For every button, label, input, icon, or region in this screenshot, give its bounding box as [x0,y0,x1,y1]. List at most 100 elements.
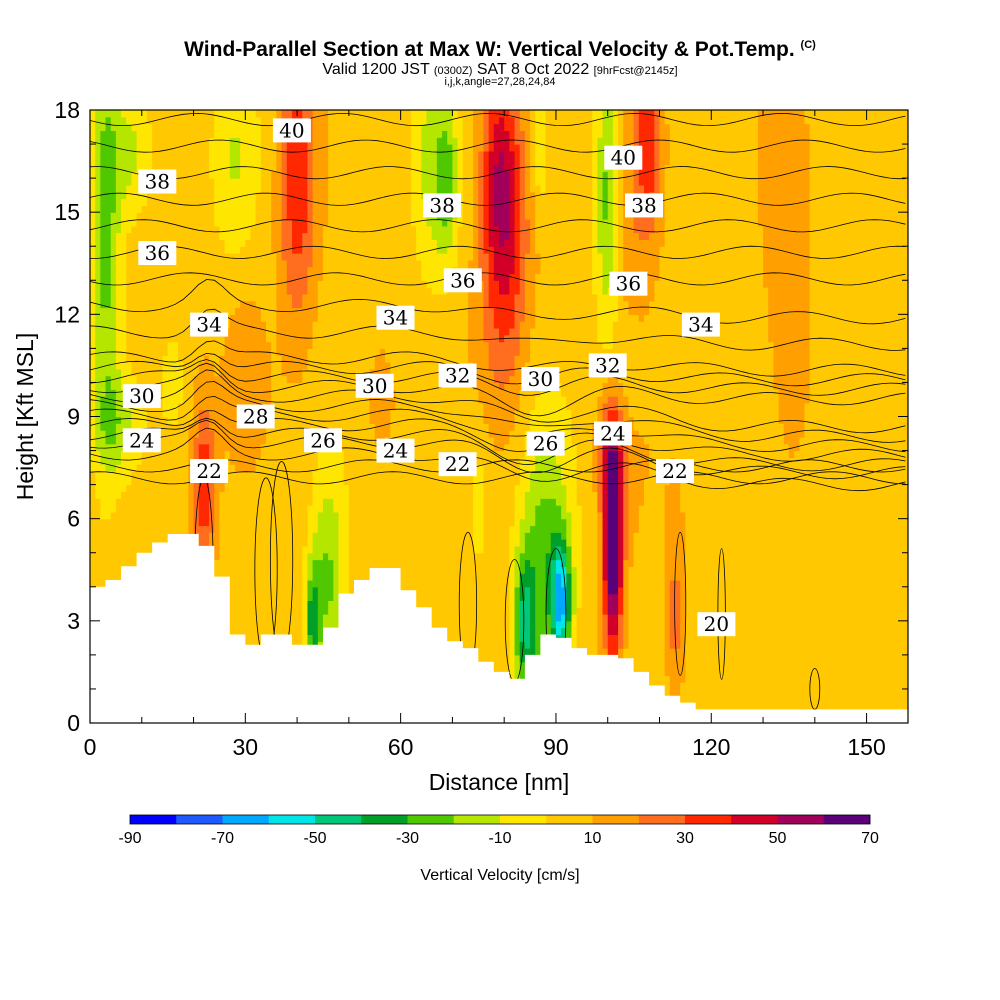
velocity-cell [524,280,536,288]
velocity-cell [95,314,117,322]
velocity-cell [550,586,557,595]
velocity-cell [126,321,231,329]
velocity-cell [167,348,179,356]
velocity-cell [530,137,536,145]
velocity-cell [530,341,604,349]
velocity-cell [328,123,412,132]
velocity-cell [623,654,666,663]
velocity-cell [509,654,516,663]
velocity-cell [136,218,215,227]
velocity-cell [312,116,329,125]
velocity-cell [90,171,96,179]
velocity-cell [514,157,521,166]
velocity-cell [509,287,521,295]
velocity-cell [602,607,609,615]
velocity-cell [214,212,257,220]
velocity-cell [467,321,485,329]
velocity-cell [535,607,547,615]
velocity-cell [276,144,283,152]
velocity-cell [659,123,671,132]
velocity-cell [597,518,604,527]
velocity-cell [519,164,526,172]
velocity-cell [768,287,811,295]
velocity-cell [680,498,908,506]
velocity-cell [276,259,288,268]
velocity-cell [519,518,536,527]
velocity-cell [488,198,495,206]
velocity-cell [524,178,531,186]
velocity-cell [509,525,521,533]
velocity-cell [592,470,598,479]
velocity-cell [680,634,686,642]
velocity-cell [597,191,604,200]
velocity-cell [488,218,495,227]
velocity-cell [530,586,536,595]
velocity-cell [100,164,117,172]
velocity-cell [322,614,340,622]
velocity-cell [618,477,624,486]
velocity-cell [581,518,598,527]
velocity-cell [286,144,309,152]
velocity-cell [141,436,189,445]
velocity-cell [281,150,288,159]
velocity-cell [488,273,495,281]
velocity-cell [410,171,422,179]
velocity-cell [219,505,309,513]
velocity-cell [488,130,495,138]
velocity-cell [146,423,189,431]
velocity-cell [514,573,521,581]
velocity-cell [188,450,195,458]
velocity-cell [266,321,277,329]
velocity-cell [799,443,908,452]
velocity-cell [483,307,495,315]
velocity-cell [307,362,376,370]
velocity-cell [198,539,210,547]
theta-label: 24 [593,421,632,446]
velocity-cell [219,355,272,363]
velocity-cell [581,545,598,554]
velocity-cell [499,232,510,241]
velocity-cell [95,327,117,336]
velocity-cell [188,511,195,520]
velocity-cell [302,246,314,254]
velocity-cell [478,198,485,206]
velocity-cell [219,539,309,547]
velocity-cell [504,150,516,159]
velocity-cell [778,396,811,404]
velocity-cell [214,123,262,132]
velocity-cell [493,205,510,213]
velocity-cell [623,123,635,132]
velocity-cell [602,273,614,281]
velocity-cell [312,470,345,479]
velocity-cell [685,539,908,547]
velocity-cell [550,532,562,540]
theta-contour [90,410,906,462]
velocity-cell [286,375,303,384]
velocity-cell [530,593,536,601]
velocity-cell [680,627,686,636]
velocity-cell [198,409,210,418]
velocity-cell [100,137,117,145]
velocity-cell [664,525,686,533]
velocity-cell [592,477,598,486]
theta-label: 22 [656,459,694,483]
velocity-cell [488,423,516,431]
velocity-cell [452,164,459,172]
velocity-cell [219,368,272,377]
velocity-cell [519,321,536,329]
velocity-cell [571,600,578,608]
velocity-cell [659,110,666,118]
velocity-cell [338,545,350,554]
velocity-cell [488,171,495,179]
velocity-cell [576,477,593,486]
velocity-cell [322,273,422,281]
velocity-cell [90,436,96,445]
velocity-cell [612,225,619,234]
velocity-cell [509,641,516,649]
velocity-cell [514,648,521,656]
velocity-cell [514,423,531,431]
velocity-cell [121,225,133,234]
velocity-cell [317,586,334,595]
velocity-cell [623,232,640,241]
velocity-cell [462,123,474,132]
